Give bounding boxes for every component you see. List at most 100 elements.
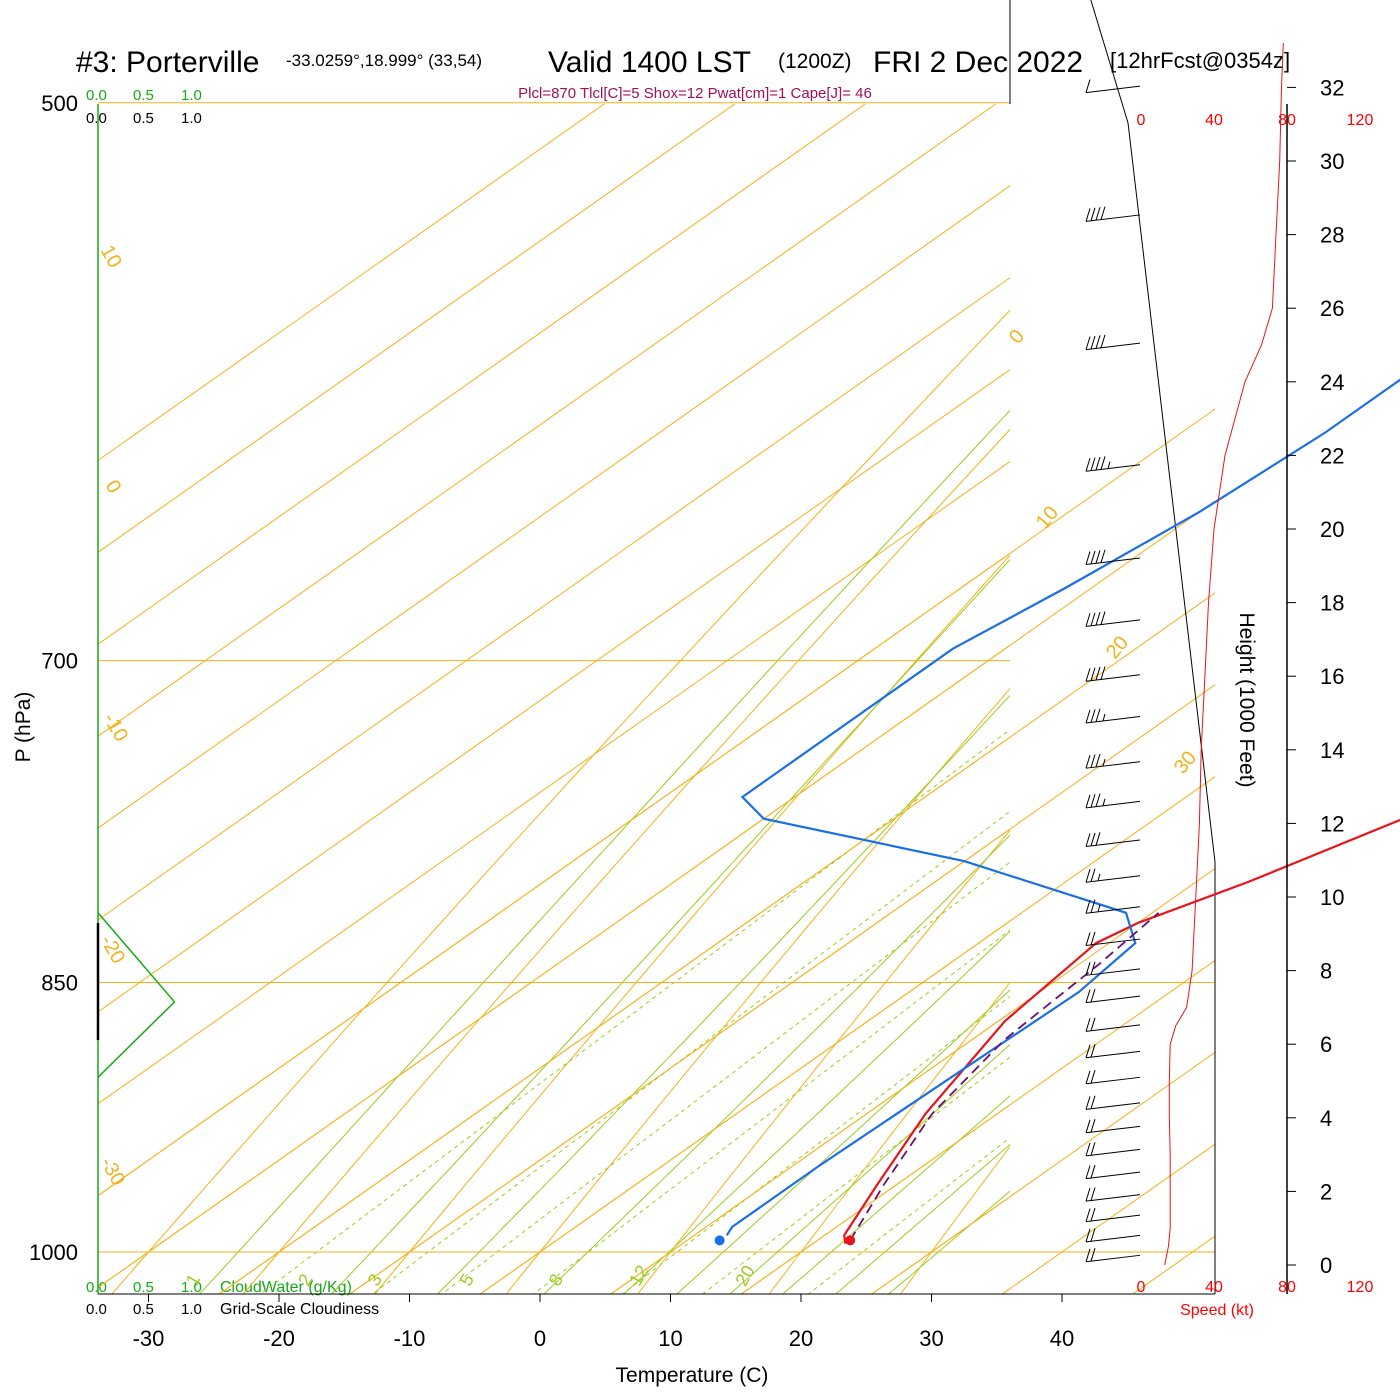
- isotherm-label: -20: [96, 932, 130, 968]
- wind-barb-full: [1090, 931, 1096, 946]
- mixing-ratio-line: [701, 1056, 1010, 1294]
- wind-barb-full: [1090, 335, 1096, 350]
- wind-barb-staff: [1085, 1254, 1141, 1263]
- wind-panel: 0040408080120120024681012141618202224262…: [1085, 43, 1373, 1296]
- wind-barb: [1085, 753, 1141, 769]
- isotherm-line: [1131, 1235, 1215, 1294]
- cloudwater-tick-top: 0.5: [133, 87, 154, 104]
- wind-barb-full: [1090, 1095, 1096, 1109]
- wind-barb-full: [1095, 612, 1101, 626]
- wind-barb-full: [1090, 667, 1096, 681]
- wind-barb-staff: [1085, 761, 1141, 769]
- wind-barb: [1085, 708, 1141, 724]
- isotherm-label: 0: [1005, 326, 1029, 349]
- wind-barb-full: [1090, 1070, 1096, 1084]
- mixing-ratio-line: [621, 995, 1010, 1294]
- speed-tick-top: 40: [1205, 112, 1223, 129]
- parcel-line: [849, 912, 1160, 1241]
- isotherm-line: [1001, 1288, 1010, 1294]
- wind-barb-staff: [1085, 464, 1141, 472]
- wind-barb-full: [1085, 755, 1091, 769]
- wind-barb-full: [1090, 457, 1096, 471]
- moist-adiabat-line: [729, 1043, 1010, 1294]
- moist-adiabat-line: [436, 694, 1010, 1294]
- height-tick-label: 12: [1320, 811, 1344, 836]
- wind-barb-full: [1090, 207, 1096, 221]
- mixing-ratio-line: [259, 729, 1010, 1294]
- wind-barb: [1085, 1164, 1141, 1180]
- wind-barb-full: [1085, 794, 1091, 808]
- wind-barb-full: [1090, 1228, 1096, 1242]
- height-tick-label: 6: [1320, 1032, 1332, 1057]
- wind-barb-full: [1095, 207, 1101, 221]
- wind-barb-full: [1090, 754, 1096, 768]
- height-tick-label: 18: [1320, 591, 1344, 616]
- wind-barb-full: [1090, 1164, 1096, 1179]
- wind-barb-half: [1102, 798, 1106, 806]
- wind-barb-half: [1097, 873, 1101, 881]
- wind-barb-full: [1085, 932, 1091, 946]
- height-tick-label: 20: [1320, 517, 1344, 542]
- wind-barb-full: [1095, 708, 1101, 722]
- wind-barb: [1085, 1207, 1141, 1223]
- wind-barb-full: [1085, 989, 1091, 1003]
- isotherm-line: [740, 959, 1215, 1294]
- y-tick-label: 700: [41, 649, 78, 674]
- wind-barb: [1085, 899, 1141, 914]
- wind-barb-staff: [1085, 1024, 1141, 1032]
- height-axis-title: Height (1000 Feet): [1235, 612, 1258, 787]
- cloudwater-line: [97, 912, 176, 1078]
- wind-barb-full: [1085, 1119, 1091, 1133]
- wind-barb: [1085, 793, 1141, 809]
- y-tick-label: 850: [41, 971, 78, 996]
- wind-barb-full: [1090, 1207, 1096, 1222]
- dry-adiabat-line: [637, 829, 1010, 1294]
- dry-adiabat-line: [111, 309, 1010, 1294]
- wind-barb: [1085, 549, 1141, 566]
- y-tick-label: 1000: [29, 1240, 78, 1265]
- wind-barb-staff: [1085, 1125, 1141, 1134]
- wind-barb-full: [1090, 550, 1096, 565]
- y-axis-ticks: 2503004005007008501000: [29, 91, 78, 1265]
- cloudiness-tick-top: 0.0: [86, 110, 107, 127]
- wind-barb: [1085, 1248, 1141, 1263]
- moist-adiabat-line: [330, 558, 1010, 1294]
- isotherm-label: -30: [96, 1154, 130, 1190]
- wind-barb-full: [1085, 208, 1091, 222]
- wind-barb: [1085, 931, 1141, 947]
- wind-barb-full: [1090, 1017, 1096, 1031]
- isotherm-label: 20: [1102, 632, 1133, 663]
- cloudiness-tick-bottom: 1.0: [181, 1301, 202, 1318]
- wind-barb-full: [1085, 79, 1091, 93]
- isotherm-line: [218, 592, 1215, 1294]
- wind-barb-staff: [1085, 1194, 1141, 1202]
- forecast-date: FRI 2 Dec 2022: [873, 46, 1083, 79]
- wind-barb: [1085, 611, 1141, 627]
- wind-barb-full: [1090, 868, 1096, 882]
- wind-barb-staff: [1085, 1148, 1141, 1157]
- cloud-profile: [96, 912, 176, 1078]
- isotherm-line: [348, 828, 1010, 1294]
- wind-barb-staff: [1085, 557, 1141, 566]
- wind-barb: [1085, 1228, 1141, 1243]
- speed-tick-bottom: 40: [1205, 1279, 1223, 1296]
- y-tick-label: 500: [41, 91, 78, 116]
- speed-tick-top: 0: [1137, 112, 1146, 129]
- isotherm-line: [1142, 0, 1400, 1380]
- wind-barb-staff: [1085, 1214, 1141, 1223]
- wind-barb: [1085, 832, 1141, 848]
- wind-barb-full: [1095, 832, 1101, 846]
- wind-barb-full: [1090, 1044, 1096, 1058]
- isotherm-label: -10: [99, 710, 133, 746]
- wind-barb-staff: [1085, 1234, 1141, 1243]
- wind-barb: [1085, 206, 1141, 222]
- wind-barb-full: [1085, 1187, 1091, 1202]
- x-tick-label: -10: [394, 1326, 426, 1351]
- cloudwater-tick-bottom: 0.5: [133, 1279, 154, 1296]
- wind-barb-full: [1095, 456, 1101, 471]
- wind-barb-staff: [1085, 85, 1141, 94]
